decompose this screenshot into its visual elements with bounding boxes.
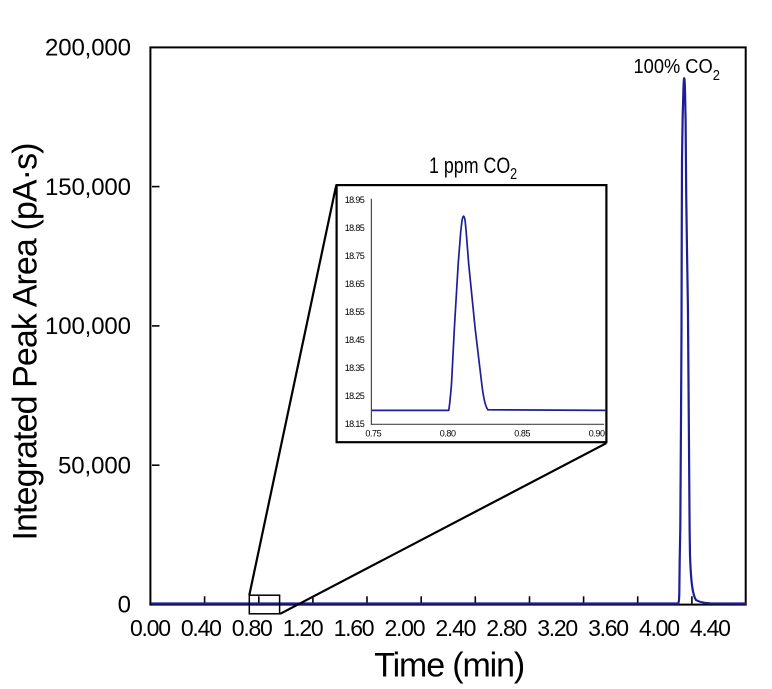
svg-text:50,000: 50,000 xyxy=(58,452,131,479)
svg-text:2.00: 2.00 xyxy=(385,615,426,641)
svg-text:0.80: 0.80 xyxy=(440,428,456,438)
svg-text:0.40: 0.40 xyxy=(181,615,222,641)
svg-text:1 ppm CO2: 1 ppm CO2 xyxy=(429,154,517,182)
svg-text:0.85: 0.85 xyxy=(514,428,530,438)
svg-text:18.25: 18.25 xyxy=(345,391,365,401)
svg-text:18.85: 18.85 xyxy=(345,223,365,233)
svg-text:Integrated Peak Area (pA·s): Integrated Peak Area (pA·s) xyxy=(7,143,45,541)
svg-text:1.20: 1.20 xyxy=(283,615,324,641)
svg-text:0.00: 0.00 xyxy=(130,615,171,641)
svg-text:18.35: 18.35 xyxy=(345,363,365,373)
svg-text:4.00: 4.00 xyxy=(639,615,680,641)
svg-text:0: 0 xyxy=(118,592,131,619)
svg-text:150,000: 150,000 xyxy=(45,174,131,201)
svg-text:18.65: 18.65 xyxy=(345,279,365,289)
svg-text:18.15: 18.15 xyxy=(345,419,365,429)
svg-text:0.90: 0.90 xyxy=(589,428,605,438)
svg-text:18.55: 18.55 xyxy=(345,307,365,317)
svg-text:3.60: 3.60 xyxy=(588,615,629,641)
svg-text:100% CO2: 100% CO2 xyxy=(634,55,720,83)
svg-text:18.75: 18.75 xyxy=(345,251,365,261)
svg-text:4.40: 4.40 xyxy=(690,615,731,641)
svg-text:0.80: 0.80 xyxy=(232,615,273,641)
svg-text:18.45: 18.45 xyxy=(345,335,365,345)
svg-text:2.80: 2.80 xyxy=(486,615,527,641)
svg-text:2.40: 2.40 xyxy=(435,615,476,641)
svg-text:3.20: 3.20 xyxy=(537,615,578,641)
svg-text:0.75: 0.75 xyxy=(365,428,381,438)
svg-text:200,000: 200,000 xyxy=(45,35,131,62)
svg-text:1.60: 1.60 xyxy=(334,615,375,641)
svg-text:100,000: 100,000 xyxy=(45,313,131,340)
svg-text:18.95: 18.95 xyxy=(345,195,365,205)
svg-text:Time (min): Time (min) xyxy=(374,647,525,685)
